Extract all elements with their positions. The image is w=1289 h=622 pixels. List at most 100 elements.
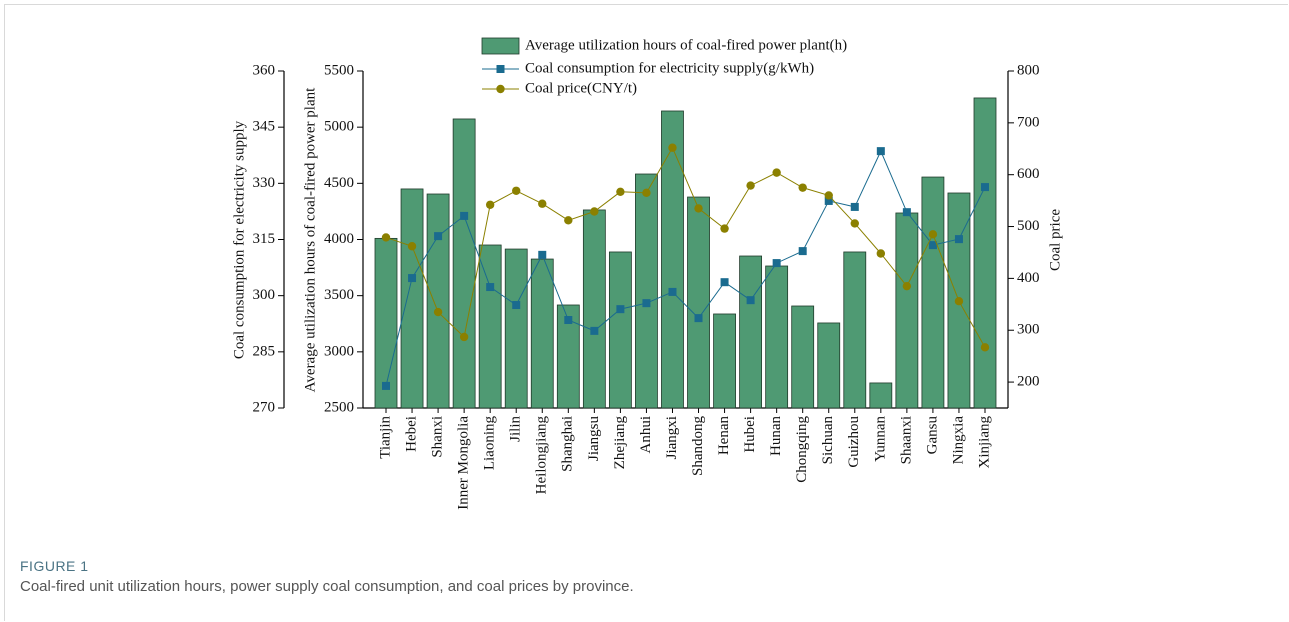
y3ticks-tick-label: 360 [253, 62, 276, 78]
x-tick-label: Sichuan [820, 416, 836, 465]
y2ticks-tick-label: 200 [1017, 374, 1040, 390]
marker [616, 305, 625, 314]
bar [478, 244, 502, 409]
marker [694, 314, 703, 323]
marker [668, 287, 677, 296]
marker [459, 332, 469, 342]
marker [433, 307, 443, 317]
y3ticks-tick-label: 345 [253, 119, 276, 135]
marker [590, 326, 599, 335]
marker [928, 241, 937, 250]
marker [876, 147, 885, 156]
bar [713, 313, 736, 409]
marker [642, 299, 651, 308]
marker [772, 259, 781, 268]
legend-marker [496, 84, 505, 94]
marker [460, 211, 469, 220]
x-tick-label: Tianjin [377, 416, 393, 459]
bar [400, 188, 424, 409]
marker [746, 181, 755, 190]
marker [564, 216, 573, 225]
y2ticks-tick-label: 700 [1017, 114, 1040, 130]
x-tick-label: Guizhou [846, 416, 862, 468]
y3ticks-tick-label: 285 [253, 343, 276, 359]
bar [973, 97, 997, 409]
marker [434, 232, 443, 241]
x-tick-label: Jilin [508, 416, 524, 442]
bar [739, 255, 763, 409]
x-tick-label: Hunan [768, 416, 784, 456]
marker [720, 224, 729, 233]
marker [486, 283, 495, 292]
legend-marker [496, 65, 505, 73]
x-tick-label: Henan [716, 416, 732, 456]
legend-swatch [481, 37, 520, 55]
marker [485, 200, 495, 209]
yticks-tick-label: 4000 [324, 231, 354, 247]
yticks-tick-label: 3500 [324, 287, 354, 303]
y2ticks-tick-label: 800 [1017, 62, 1040, 78]
marker [824, 191, 833, 200]
bar [791, 305, 815, 409]
marker [668, 143, 677, 152]
y2ticks-tick-label: 600 [1017, 166, 1040, 182]
marker [616, 187, 625, 197]
x-tick-label: Hebei [403, 416, 419, 452]
y3ticks-tick-label: 270 [253, 399, 276, 415]
marker [407, 242, 417, 251]
legend-label: Coal price(CNY/t) [525, 80, 637, 96]
marker [512, 301, 521, 310]
x-tick-label: Gansu [924, 416, 940, 455]
y2ticks-tick-label: 500 [1017, 218, 1040, 234]
x-tick-label: Anhui [638, 416, 654, 454]
y-axis-label: Average utilization hours of coal-fired … [302, 87, 318, 392]
series-line [385, 149, 986, 387]
y2ticks-tick-label: 400 [1017, 270, 1040, 286]
marker [382, 381, 390, 390]
marker [512, 186, 521, 195]
marker [902, 281, 912, 291]
marker [746, 296, 755, 305]
bar [895, 212, 919, 409]
marker [720, 278, 729, 287]
x-tick-label: Jiangxi [664, 416, 680, 459]
bar [530, 258, 554, 409]
y3ticks-tick-label: 300 [253, 287, 276, 303]
bar [635, 173, 658, 409]
x-tick-label: Shaanxi [898, 416, 914, 464]
bar [843, 251, 867, 409]
bar [765, 265, 789, 409]
series-line [385, 146, 986, 348]
y2-axis-label: Coal price [1047, 209, 1063, 271]
y3-axis-label: Coal consumption for electricity supply [231, 120, 247, 359]
marker [642, 188, 651, 198]
figure-frame [4, 4, 1288, 621]
yticks-tick-label: 3000 [324, 343, 354, 359]
marker [564, 316, 573, 325]
yticks-tick-label: 2500 [324, 399, 354, 415]
marker [954, 235, 963, 244]
y2ticks-tick-label: 300 [1017, 322, 1040, 338]
marker [798, 247, 807, 256]
marker [902, 208, 911, 217]
bar [504, 248, 528, 409]
bar [921, 176, 945, 409]
bar [661, 110, 684, 409]
x-tick-label: Yunnan [872, 416, 888, 462]
marker [954, 296, 964, 306]
marker [928, 230, 938, 239]
yticks-tick-label: 4500 [324, 175, 354, 191]
caption: Coal-fired unit utilization hours, power… [20, 578, 634, 595]
marker [850, 202, 859, 211]
marker [408, 274, 417, 283]
marker [381, 233, 391, 242]
x-tick-label: Ningxia [950, 416, 966, 465]
marker [980, 343, 990, 352]
x-tick-label: Inner Mongolia [456, 416, 472, 510]
y3ticks-tick-label: 330 [253, 175, 276, 191]
bar [452, 118, 476, 409]
marker [772, 168, 781, 177]
x-tick-label: Hubei [742, 416, 758, 453]
marker [538, 199, 547, 208]
